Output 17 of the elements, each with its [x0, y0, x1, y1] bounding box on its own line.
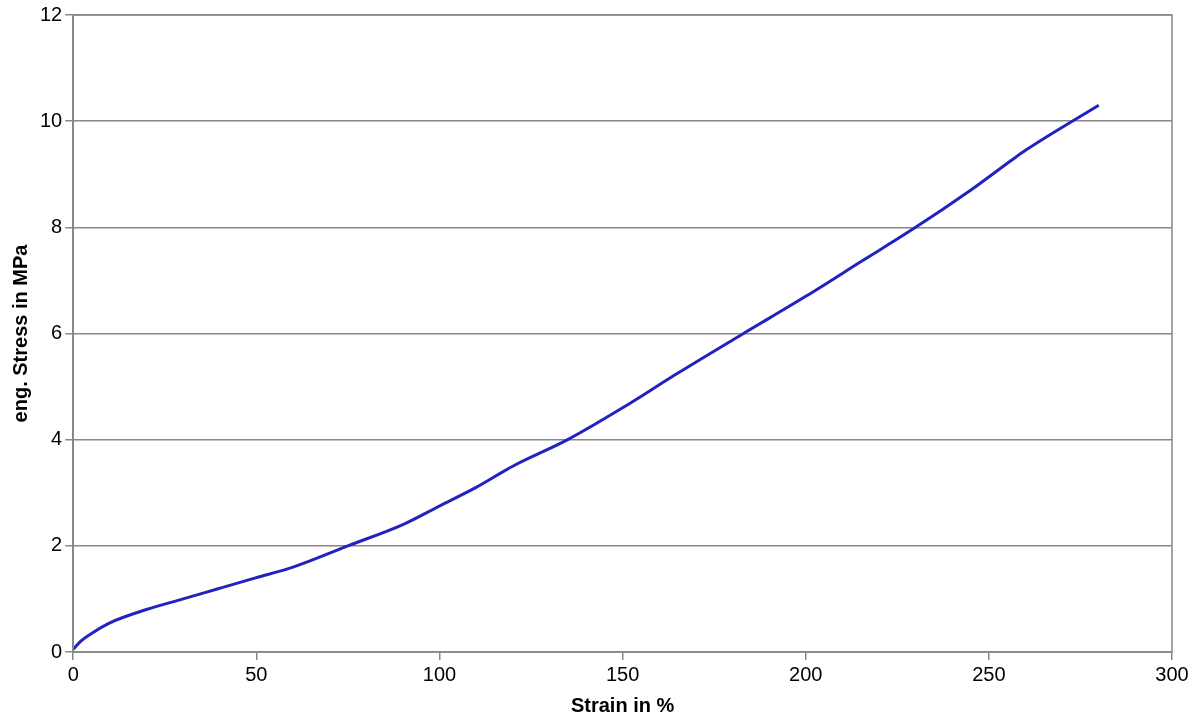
y-tick-label: 8 [51, 214, 63, 237]
x-tick-label: 100 [422, 662, 457, 685]
y-axis-title: eng. Stress in MPa [8, 243, 31, 423]
y-tick-label: 4 [51, 427, 63, 450]
x-tick-label: 150 [605, 662, 640, 685]
x-axis-title: Strain in % [570, 693, 675, 716]
y-tick-label: 2 [51, 533, 63, 556]
x-tick-label: 50 [245, 662, 268, 685]
y-tick-label: 12 [40, 2, 63, 25]
x-tick-label: 250 [972, 662, 1006, 685]
y-tick-label: 10 [40, 108, 63, 131]
line-series [73, 103, 1101, 651]
x-tick-label: 0 [67, 662, 79, 685]
x-tick-label: 300 [1155, 662, 1189, 685]
x-tick-label: 200 [789, 662, 823, 685]
y-tick-label: 0 [51, 639, 63, 662]
y-tick-label: 6 [51, 321, 63, 344]
